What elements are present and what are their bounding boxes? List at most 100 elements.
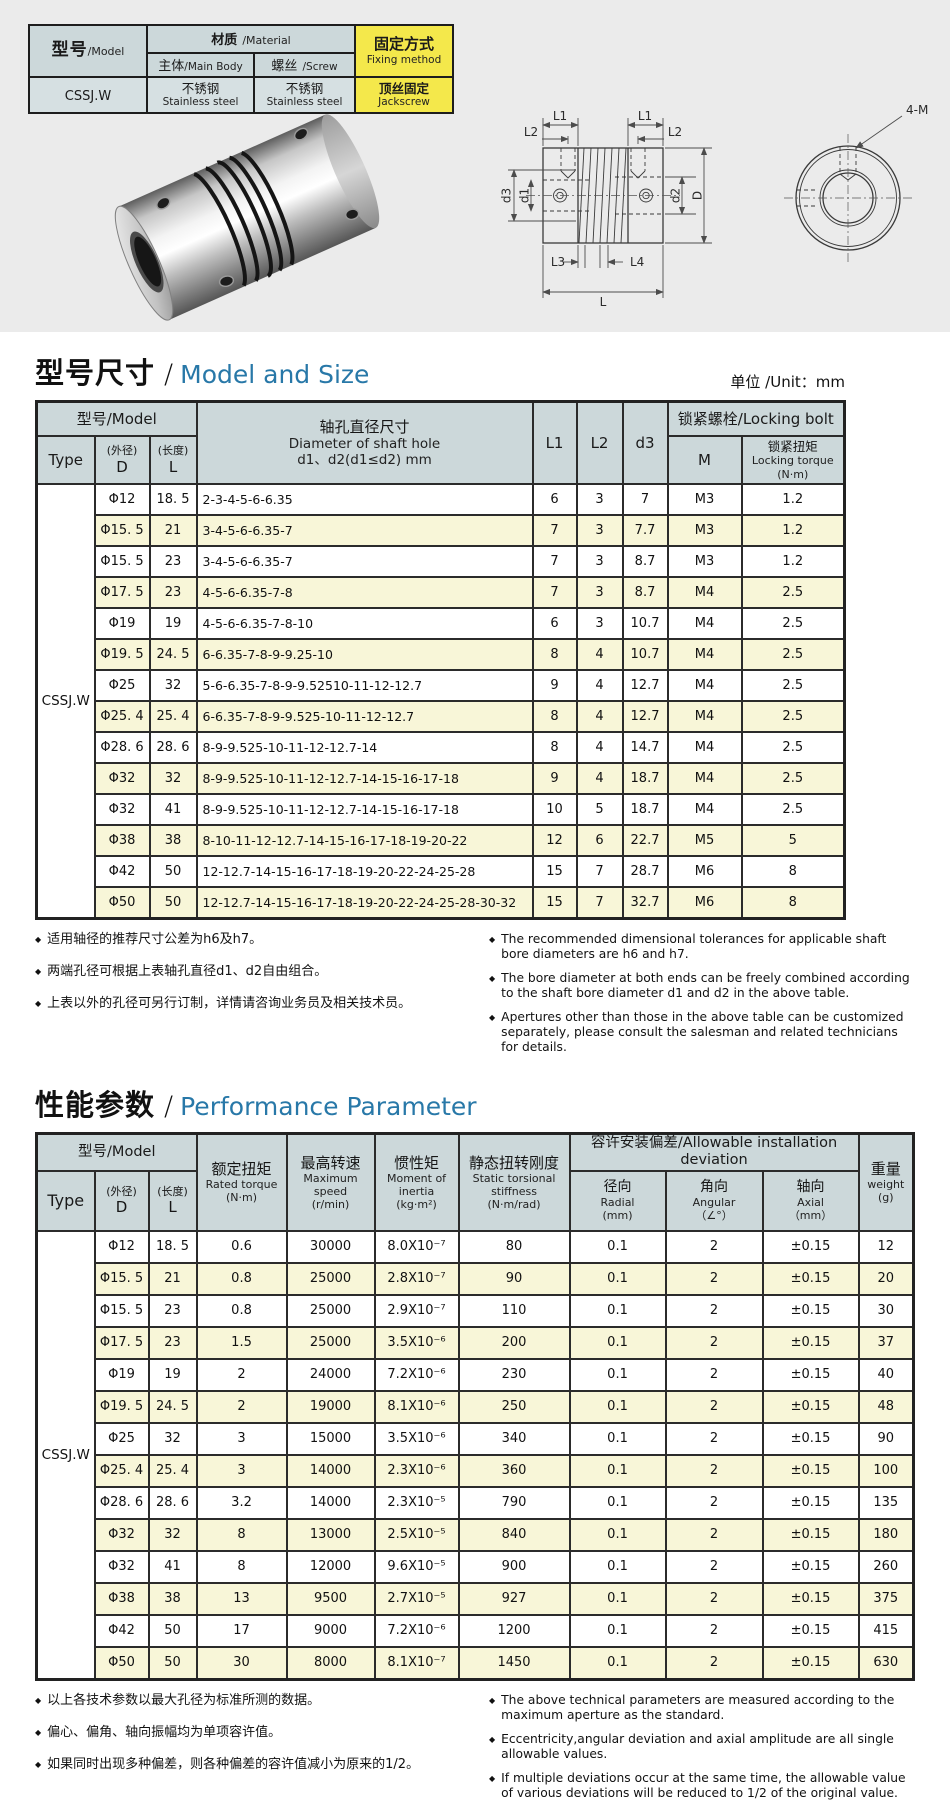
size-notes: ◆ 适用轴径的推荐尺寸公差为h6及h7。 ◆ 两端孔径可根据上表轴孔直径d1、d2自由…: [35, 932, 915, 1064]
coupling-body: [114, 114, 380, 321]
cell-speed: 19000: [285, 1389, 376, 1424]
cell-d: Φ25: [93, 1421, 150, 1456]
perf-header-angular: 角向 Angular （∠°）: [664, 1169, 764, 1232]
perf-title-separator: /: [164, 1091, 174, 1122]
cell-inertia: 2.3X10⁻⁶: [373, 1453, 460, 1488]
perf-header-axial: 轴向 Axial （mm）: [761, 1169, 860, 1232]
screw-material-zh: 不锈钢: [285, 80, 324, 96]
cell-d: Φ32: [93, 762, 151, 795]
note-item: ◆ 如果同时出现多种偏差，则各种偏差的容许值减小为原来的1/2。: [35, 1757, 461, 1774]
cell-torque: 2: [195, 1357, 288, 1392]
cell-torque: 0.8: [195, 1293, 288, 1328]
table-row: Φ38 38 8-10-11-12-12.7-14-15-16-17-18-19-2…: [37, 824, 846, 857]
cell-axial: ±0.15: [761, 1389, 860, 1424]
max-speed-unit: (r/min): [311, 1197, 350, 1211]
cell-axial: ±0.15: [761, 1549, 860, 1584]
cell-torque: 0.6: [195, 1229, 288, 1264]
cell-torque: 8: [195, 1517, 288, 1552]
size-title-separator: /: [164, 359, 174, 390]
cell-speed: 14000: [285, 1485, 376, 1520]
spec-model-en: /Model: [87, 45, 125, 59]
size-header-lock-group: 锁紧螺栓/Locking bolt: [666, 400, 846, 437]
axial-unit: （mm）: [788, 1209, 833, 1223]
cell-d: Φ15. 5: [93, 514, 151, 547]
note-text: 上表以外的孔径可另行订制，详情请咨询业务员及相关技术员。: [47, 995, 412, 1011]
radial-zh: 径向: [603, 1179, 632, 1196]
cell-m: M4: [666, 762, 743, 795]
cell-axial: ±0.15: [761, 1293, 860, 1328]
cell-weight: 415: [857, 1613, 915, 1648]
cell-inertia: 7.2X10⁻⁶: [373, 1613, 460, 1648]
table-row: CSSJ.W Φ12 18. 5 2-3-4-5-6-6.35 6 3 7 M3 1.2: [35, 483, 846, 920]
cell-d: Φ19. 5: [93, 638, 151, 671]
perf-header-speed: 最高转速 Maximum speed (r/min): [285, 1132, 376, 1232]
cell-weight: 260: [857, 1549, 915, 1584]
size-notes-en: ◆ The recommended dimensional tolerances …: [489, 932, 915, 1064]
spec-fixing-value: 顶丝固定 Jackscrew: [354, 76, 454, 114]
cell-inertia: 2.3X10⁻⁵: [373, 1485, 460, 1520]
note-text: Eccentricity,angular deviation and axial…: [501, 1731, 894, 1761]
cell-torque: 2.5: [740, 576, 846, 609]
radial-unit: (mm): [602, 1209, 633, 1223]
fixing-method-en: Jackscrew: [378, 96, 430, 109]
diamond-bullet-icon: ◆: [489, 935, 496, 944]
angular-unit: （∠°）: [695, 1209, 733, 1223]
perf-notes-zh: ◆ 以上各技术参数以最大孔径为标准所测的数据。 ◆ 偏心、偏角、轴向振幅均为单项容许值…: [35, 1693, 461, 1810]
cell-inertia: 9.6X10⁻⁵: [373, 1549, 460, 1584]
perf-header-weight: 重量 weight (g): [857, 1132, 915, 1232]
cell-speed: 25000: [285, 1293, 376, 1328]
model-code: CSSJ.W: [64, 88, 112, 104]
cell-bore: 8-10-11-12-12.7-14-15-16-17-18-19-20-22: [195, 824, 534, 857]
size-notes-zh: ◆ 适用轴径的推荐尺寸公差为h6及h7。 ◆ 两端孔径可根据上表轴孔直径d1、d2自由…: [35, 932, 461, 1064]
cell-l: 23: [148, 576, 198, 609]
cell-inertia: 3.5X10⁻⁶: [373, 1421, 460, 1456]
cell-l1: 7: [531, 576, 578, 609]
angular-en: Angular: [692, 1195, 736, 1209]
perf-table-body: CSSJ.W Φ12 18. 5 0.6 30000 8.0X10⁻⁷ 80 0.1 2 ±0.1…: [35, 1229, 915, 1681]
cell-l: 28. 6: [147, 1485, 198, 1520]
cell-torque: 1.2: [740, 483, 846, 516]
cell-l1: 6: [531, 607, 578, 640]
dim-label-d3: d3: [500, 188, 514, 203]
perf-l: L: [168, 1198, 177, 1217]
table-row: Φ32 32 8-9-9.525-10-11-12-12.7-14-15-16-17…: [37, 762, 846, 795]
diamond-bullet-icon: ◆: [489, 1773, 496, 1783]
dim-label-d2: d2: [669, 188, 683, 203]
cell-l1: 8: [531, 638, 578, 671]
cell-axial: ±0.15: [761, 1261, 860, 1296]
spec-screw-zh: 螺丝: [271, 58, 298, 74]
spec-mainbody-value: 不锈钢 Stainless steel: [146, 76, 255, 114]
cell-stiffness: 80: [457, 1229, 571, 1264]
table-row: Φ50 50 30 8000 8.1X10⁻⁷ 1450 0.1 2 ±0.15 630: [37, 1645, 915, 1681]
table-row: Φ15. 5 21 3-4-5-6-6.35-7 7 3 7.7 M3 1.2: [37, 514, 846, 547]
model-type-cell: CSSJ.W: [35, 483, 96, 920]
cell-torque: 3.2: [195, 1485, 288, 1520]
cell-bore: 4-5-6-6.35-7-8: [195, 576, 534, 609]
size-header-l1: L1: [531, 400, 578, 485]
cell-speed: 25000: [285, 1261, 376, 1296]
table-row: Φ38 38 13 9500 2.7X10⁻⁵ 927 0.1 2 ±0.15 375: [37, 1581, 915, 1616]
cell-d3: 12.7: [621, 669, 669, 702]
table-row: Φ28. 6 28. 6 3.2 14000 2.3X10⁻⁵ 790 0.1 2 ±0.15 1…: [37, 1485, 915, 1520]
cell-l1: 15: [531, 855, 578, 888]
screw-material-en: Stainless steel: [266, 96, 343, 109]
cell-weight: 30: [857, 1293, 915, 1328]
diamond-bullet-icon: ◆: [35, 966, 42, 976]
cell-speed: 8000: [285, 1645, 376, 1681]
cell-stiffness: 340: [457, 1421, 571, 1456]
diamond-bullet-icon: ◆: [489, 1695, 496, 1705]
table-row: Φ28. 6 28. 6 8-9-9.525-10-11-12-12.7-14 8 4 1…: [37, 731, 846, 764]
cell-l1: 12: [531, 824, 578, 857]
cell-angular: 2: [664, 1261, 764, 1296]
cell-l2: 7: [575, 886, 624, 920]
spec-fixing-zh: 固定方式: [373, 35, 434, 54]
cell-d: Φ12: [93, 1229, 150, 1264]
cell-bore: 12-12.7-14-15-16-17-18-19-20-22-24-25-28…: [195, 886, 534, 920]
cell-l1: 9: [531, 762, 578, 795]
cell-l1: 8: [531, 700, 578, 733]
cell-inertia: 8.0X10⁻⁷: [373, 1229, 460, 1264]
dim-label-l1-right: L1: [638, 109, 652, 123]
perf-header-radial: 径向 Radial (mm): [568, 1169, 667, 1232]
cell-axial: ±0.15: [761, 1357, 860, 1392]
note-text: If multiple deviations occur at the same…: [501, 1770, 906, 1800]
